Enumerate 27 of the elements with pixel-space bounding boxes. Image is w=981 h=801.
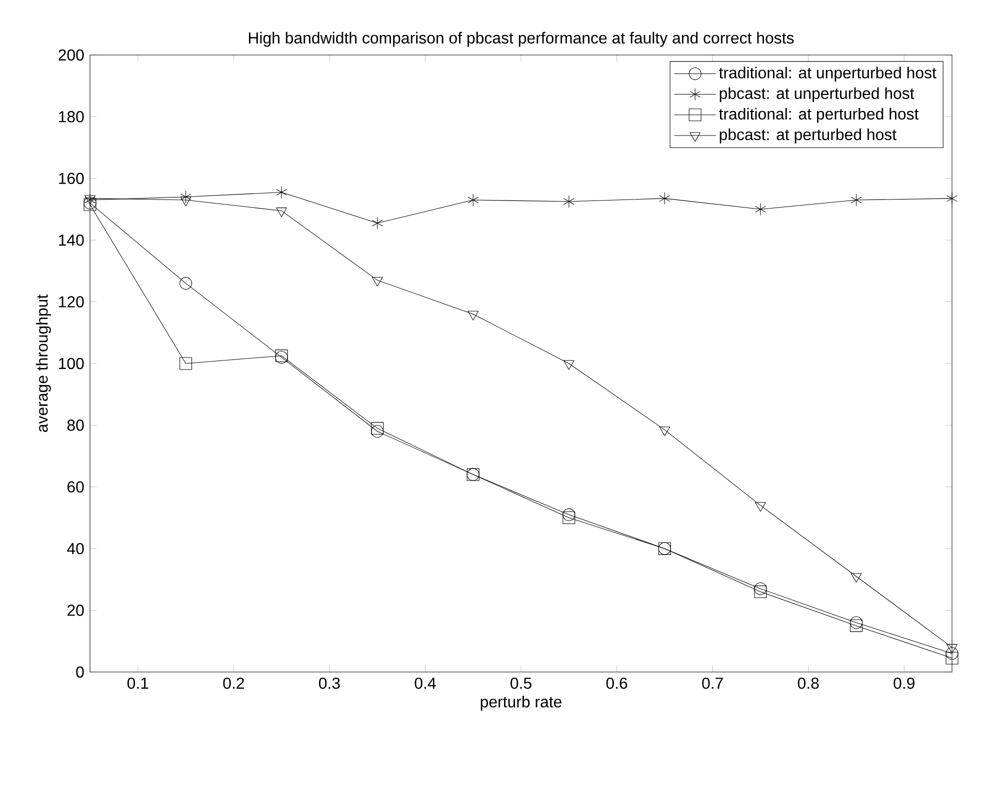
y-tick-label: 0	[76, 666, 84, 678]
y-tick-label: 140	[59, 234, 84, 246]
x-tick-label: 0.3	[318, 678, 340, 689]
y-tick-label: 200	[58, 49, 84, 61]
y-tick-label: 80	[67, 420, 84, 431]
x-tick-label: 0.6	[606, 678, 628, 689]
y-tick-label: 40	[67, 542, 84, 554]
legend-label: pbcast: at perturbed host	[720, 128, 896, 144]
x-tick-label: 0.9	[894, 678, 914, 689]
y-tick-label: 120	[59, 296, 84, 308]
y-tick-label: 160	[59, 172, 84, 184]
x-tick-label: 0.1	[127, 678, 148, 689]
y-axis-title: average throughput	[36, 294, 51, 432]
chart-title: High bandwidth comparison of pbcast performance at faulty and correct hosts	[248, 32, 794, 47]
y-tick-label: 60	[68, 481, 84, 493]
legend-label: traditional: at perturbed host	[719, 108, 919, 123]
legend-label: traditional: at unperturbed host	[719, 66, 936, 82]
legend-label: pbcast: at unperturbed host	[720, 87, 914, 102]
x-tick-label: 0.7	[702, 678, 723, 689]
y-tick-label: 180	[59, 111, 84, 122]
y-tick-label: 100	[59, 358, 84, 370]
x-tick-label: 0.5	[510, 678, 532, 689]
x-tick-label: 0.8	[798, 678, 819, 689]
x-tick-label: 0.4	[414, 678, 436, 689]
x-tick-label: 0.2	[223, 678, 244, 689]
x-axis-title: perturb rate	[480, 696, 562, 711]
y-tick-label: 20	[67, 604, 84, 616]
